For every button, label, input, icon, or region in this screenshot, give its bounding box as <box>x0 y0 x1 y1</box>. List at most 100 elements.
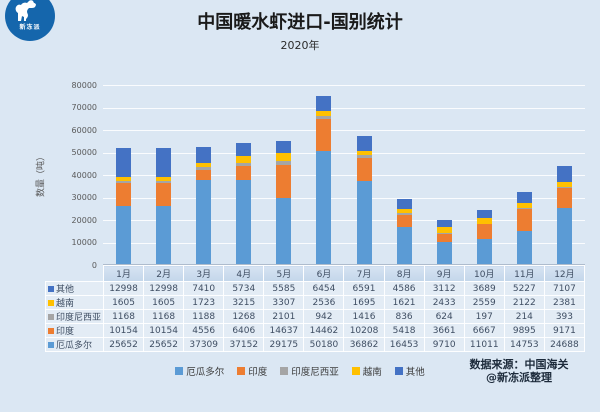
bar-segment-其他 <box>557 165 573 182</box>
y-tick-label: 60000 <box>71 125 97 135</box>
bar-cell-5月 <box>264 85 304 264</box>
table-corner-cell <box>46 266 104 282</box>
table-value-cell: 5418 <box>383 323 425 338</box>
bar-cell-4月 <box>224 85 264 264</box>
bar-segment-厄瓜多尔 <box>356 181 372 264</box>
bar-segment-印度 <box>436 233 452 243</box>
y-tick-label: 10000 <box>71 238 97 247</box>
table-value-cell: 37309 <box>183 337 225 352</box>
bar-segment-印度 <box>477 224 493 240</box>
table-row-label: 越南 <box>45 295 104 310</box>
table-value-cell: 37152 <box>223 337 265 352</box>
bars-container <box>103 85 585 264</box>
table-value-cell: 942 <box>303 309 345 324</box>
bar-segment-其他 <box>356 136 372 152</box>
stacked-bar-10月 <box>477 209 493 264</box>
table-month-header: 1月 <box>102 265 145 282</box>
table-row-label: 印度 <box>45 323 104 338</box>
legend-label: 厄瓜多尔 <box>186 367 225 378</box>
table-month-header: 6月 <box>303 265 345 282</box>
bar-segment-越南 <box>195 163 211 168</box>
table-value-cell: 50180 <box>303 337 345 352</box>
y-tick-label: 70000 <box>71 103 97 112</box>
table-value-cell: 1416 <box>343 309 385 324</box>
bar-segment-越南 <box>155 177 171 181</box>
stacked-bar-9月 <box>436 220 452 264</box>
table-value-cell: 7107 <box>543 281 586 296</box>
legend-item-印度尼西亚: 印度尼西亚 <box>280 364 339 378</box>
table-value-cell: 14753 <box>503 337 545 352</box>
stacked-bar-2月 <box>155 147 171 264</box>
table-row-印度尼西亚: 印度尼西亚 1168 1168 1188 1268 2101 942 1416 836 624 19… <box>45 309 586 324</box>
y-tick-label: 20000 <box>71 215 97 225</box>
table-value-cell: 2536 <box>303 295 345 310</box>
bar-cell-3月 <box>183 85 223 264</box>
table-row-label: 其他 <box>45 281 104 296</box>
stacked-bar-1月 <box>115 147 131 264</box>
table-value-cell: 1723 <box>183 295 225 310</box>
legend-swatch-icon <box>175 367 184 375</box>
bar-segment-厄瓜多尔 <box>436 242 452 264</box>
gridline <box>103 220 585 221</box>
data-table-header-row: 1月 2月 3月 4月 5月 6月 7月 8月 9月 10月 11月 12月 <box>46 265 586 282</box>
table-value-cell: 25652 <box>143 337 185 352</box>
bar-segment-印度 <box>155 183 171 207</box>
source-credit: 数据来源：中国海关 @新冻派整理 <box>443 358 595 384</box>
bar-segment-印度 <box>115 183 131 207</box>
bar-segment-其他 <box>276 140 292 154</box>
stacked-bar-12月 <box>557 165 573 264</box>
series-key-icon <box>48 285 54 292</box>
legend-item-印度: 印度 <box>237 364 267 378</box>
bar-segment-越南 <box>316 110 332 117</box>
table-value-cell: 7410 <box>183 281 225 296</box>
table-value-cell: 1621 <box>383 295 425 310</box>
bar-segment-其他 <box>316 96 332 111</box>
table-value-cell: 1605 <box>102 295 145 310</box>
table-month-header: 11月 <box>503 265 545 282</box>
series-key-icon <box>48 341 54 348</box>
legend-item-越南: 越南 <box>351 364 382 378</box>
table-value-cell: 25652 <box>102 337 145 352</box>
bar-segment-印度 <box>316 118 332 152</box>
table-value-cell: 10154 <box>143 323 185 338</box>
table-month-header: 2月 <box>143 265 185 282</box>
stacked-bar-5月 <box>276 140 292 264</box>
bar-segment-印度尼西亚 <box>236 163 252 167</box>
bar-segment-印度尼西亚 <box>316 116 332 119</box>
series-key-icon <box>48 327 54 334</box>
bar-segment-印度尼西亚 <box>396 212 412 215</box>
bar-cell-7月 <box>344 85 384 264</box>
table-month-header: 5月 <box>263 265 305 282</box>
table-month-header: 3月 <box>183 265 225 282</box>
bar-segment-印度 <box>236 166 252 181</box>
legend-label: 印度尼西亚 <box>291 367 339 378</box>
stacked-bar-4月 <box>236 143 252 264</box>
bar-segment-厄瓜多尔 <box>115 206 131 264</box>
brand-logo: 新冻派 <box>5 0 55 41</box>
table-value-cell: 3215 <box>223 295 265 310</box>
table-value-cell: 6454 <box>303 281 345 296</box>
bar-segment-印度 <box>276 165 292 199</box>
bar-segment-厄瓜多尔 <box>477 239 493 264</box>
table-value-cell: 197 <box>463 309 505 324</box>
y-tick-label: 50000 <box>71 148 97 157</box>
bar-segment-厄瓜多尔 <box>155 206 171 264</box>
gridline <box>103 242 585 244</box>
bar-segment-印度 <box>396 214 412 227</box>
table-value-cell: 2559 <box>463 295 505 310</box>
source-line1: 数据来源：中国海关 <box>469 358 569 371</box>
table-value-cell: 6406 <box>223 323 265 338</box>
bar-segment-越南 <box>356 151 372 155</box>
table-value-cell: 5227 <box>503 281 545 296</box>
bar-segment-印度 <box>356 158 372 182</box>
bar-cell-9月 <box>424 85 464 264</box>
table-value-cell: 9895 <box>503 323 545 338</box>
legend-swatch-icon <box>237 367 246 375</box>
table-value-cell: 1168 <box>143 309 185 324</box>
bar-segment-厄瓜多尔 <box>316 151 332 264</box>
table-month-header: 4月 <box>223 265 265 282</box>
table-value-cell: 1605 <box>143 295 185 310</box>
bar-segment-越南 <box>276 153 292 161</box>
table-value-cell: 214 <box>503 309 545 324</box>
legend-label: 越南 <box>362 367 382 378</box>
